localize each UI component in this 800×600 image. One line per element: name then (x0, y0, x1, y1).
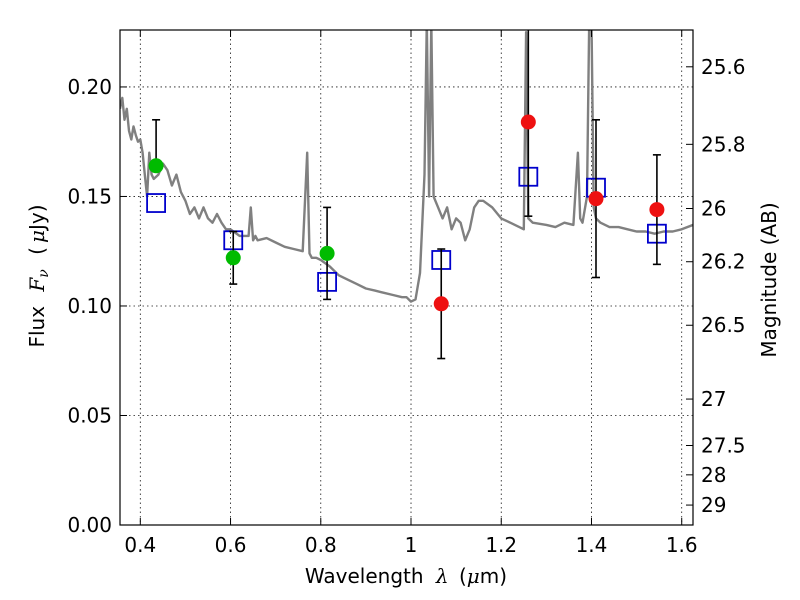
x-tick-label: 0.6 (215, 533, 247, 557)
optical-detection-point (148, 158, 164, 174)
grid (120, 30, 693, 526)
x-axis-title: Wavelength λ (μm) (305, 564, 507, 588)
right-tick-label: 26 (701, 197, 726, 221)
right-tick-label: 25.6 (701, 55, 746, 79)
right-axis-title: Magnitude (AB) (757, 202, 781, 357)
right-magnitude-axis: 25.6 25.8 26 26.2 26.5 27 27.5 28 29 (686, 55, 746, 517)
right-tick-label: 26.2 (701, 250, 746, 274)
right-tick-label: 27 (701, 387, 726, 411)
y-axis: 0.00 0.05 0.10 0.15 0.20 (67, 75, 127, 537)
infrared-detection-point (588, 191, 604, 207)
y-tick-label: 0.20 (67, 75, 112, 99)
infrared-detection-point (520, 114, 536, 130)
model-photometry-square (146, 193, 166, 213)
model-spectrum-line (120, 30, 693, 303)
infrared-detection-point (649, 202, 665, 218)
infrared-detection-point (433, 296, 449, 312)
y-tick-label: 0.15 (67, 184, 112, 208)
x-tick-label: 1.2 (485, 533, 517, 557)
y-tick-label: 0.10 (67, 294, 112, 318)
right-tick-label: 27.5 (701, 433, 746, 457)
right-tick-label: 28 (701, 463, 726, 487)
x-tick-label: 0.4 (124, 533, 156, 557)
optical-detection-point (225, 250, 241, 266)
right-tick-label: 25.8 (701, 132, 746, 156)
plot-frame (119, 29, 694, 526)
x-tick-label: 1.6 (666, 533, 698, 557)
y-tick-label: 0.00 (67, 513, 112, 537)
plot-area (120, 30, 693, 360)
x-axis: 0.4 0.6 0.8 1 1.2 1.4 1.6 (124, 30, 698, 557)
x-tick-label: 0.8 (305, 533, 337, 557)
x-tick-label: 1.4 (576, 533, 608, 557)
optical-detection-point (319, 245, 335, 261)
y-axis-title: Flux Fν (μJy) (25, 204, 53, 347)
right-tick-label: 26.5 (701, 313, 746, 337)
x-tick-label: 1 (405, 533, 418, 557)
right-tick-label: 29 (701, 493, 726, 517)
y-tick-label: 0.05 (67, 403, 112, 427)
